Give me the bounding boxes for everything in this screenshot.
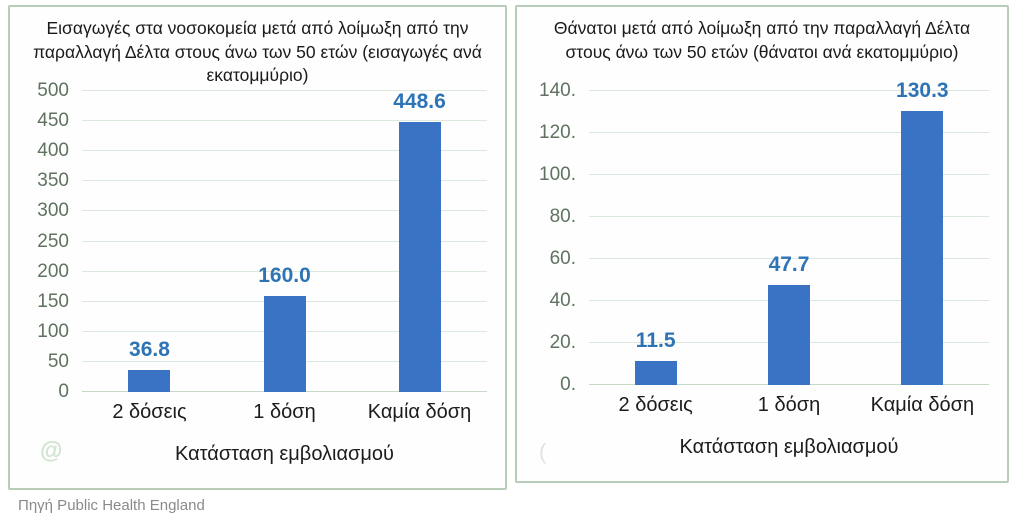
x-category-label: Καμία δόση — [367, 401, 472, 423]
bar — [263, 295, 306, 392]
chart-title: Εισαγωγές στα νοσοκομεία μετά από λοίμωξ… — [33, 18, 482, 86]
y-tick-label: 60. — [549, 248, 576, 269]
x-axis-title: Κατάσταση εμβολιασμού — [679, 436, 899, 458]
bar — [634, 360, 677, 385]
bar — [398, 121, 441, 392]
bar-value-label: 448.6 — [393, 89, 446, 113]
plot-area: 0 50 100 150 200 250 300 350 400 450 500 36.8 2 δόσε… — [37, 80, 487, 423]
y-tick-label: 50 — [47, 350, 69, 372]
y-tick-label: 0 — [58, 381, 69, 402]
bar-value-label: 130.3 — [896, 79, 949, 103]
y-tick-label: 450 — [37, 110, 69, 132]
y-tick-label: 300 — [37, 200, 69, 222]
y-tick-label: 100. — [539, 164, 576, 185]
bar-value-label: 47.7 — [768, 252, 810, 276]
bar — [768, 284, 810, 385]
bar — [128, 369, 171, 392]
y-tick-label: 400 — [37, 140, 69, 162]
gridline — [589, 90, 989, 91]
chart-title: Θάνατοι μετά από λοίμωξη από την παραλλα… — [553, 18, 971, 62]
bar-value-label: 160.0 — [258, 263, 311, 287]
gridline — [82, 240, 487, 242]
y-tick-label: 0. — [560, 374, 576, 395]
x-axis-title: Κατάσταση εμβολιασμού — [174, 443, 394, 465]
gridline — [589, 216, 989, 217]
y-tick-label: 120. — [539, 122, 576, 143]
x-category-label: 1 δόση — [253, 401, 316, 423]
y-tick-label: 40. — [549, 290, 576, 311]
bar-value-label: 36.8 — [129, 337, 170, 361]
paren-watermark-icon: ( — [539, 439, 547, 464]
gridline — [82, 210, 487, 212]
plot-area: 0. 20. 40. 60. 80. 100. 120. 140. 11.5 2 δόσεις 47… — [539, 79, 989, 416]
bar — [901, 111, 944, 385]
gridline — [82, 120, 487, 122]
y-tick-label: 80. — [549, 206, 576, 227]
y-tick-label: 200 — [37, 260, 69, 282]
gridline — [82, 180, 487, 182]
y-tick-label: 350 — [37, 170, 69, 192]
gridline — [589, 174, 989, 175]
chart-panel-admissions: Εισαγωγές στα νοσοκομεία μετά από λοίμωξ… — [8, 5, 507, 490]
source-caption: Πηγή Public Health England — [18, 497, 205, 514]
chart-panel-deaths: Θάνατοι μετά από λοίμωξη από την παραλλα… — [515, 5, 1009, 483]
y-tick-label: 20. — [549, 332, 576, 353]
y-tick-label: 500 — [37, 80, 69, 101]
x-category-label: 2 δόσεις — [618, 394, 693, 416]
y-tick-label: 100 — [37, 320, 69, 342]
x-category-label: 2 δόσεις — [112, 401, 187, 423]
gridline — [82, 90, 487, 91]
x-category-label: 1 δόση — [757, 394, 821, 416]
bar-value-label: 11.5 — [635, 328, 676, 352]
y-tick-label: 140. — [539, 80, 576, 101]
y-tick-label: 250 — [37, 230, 69, 252]
y-tick-label: 150 — [37, 290, 69, 312]
x-category-label: Καμία δόση — [870, 394, 975, 416]
gridline — [589, 132, 989, 133]
at-watermark-icon: @ — [40, 437, 63, 463]
gridline — [82, 150, 487, 152]
gridline — [589, 258, 989, 259]
gridline — [82, 270, 487, 272]
